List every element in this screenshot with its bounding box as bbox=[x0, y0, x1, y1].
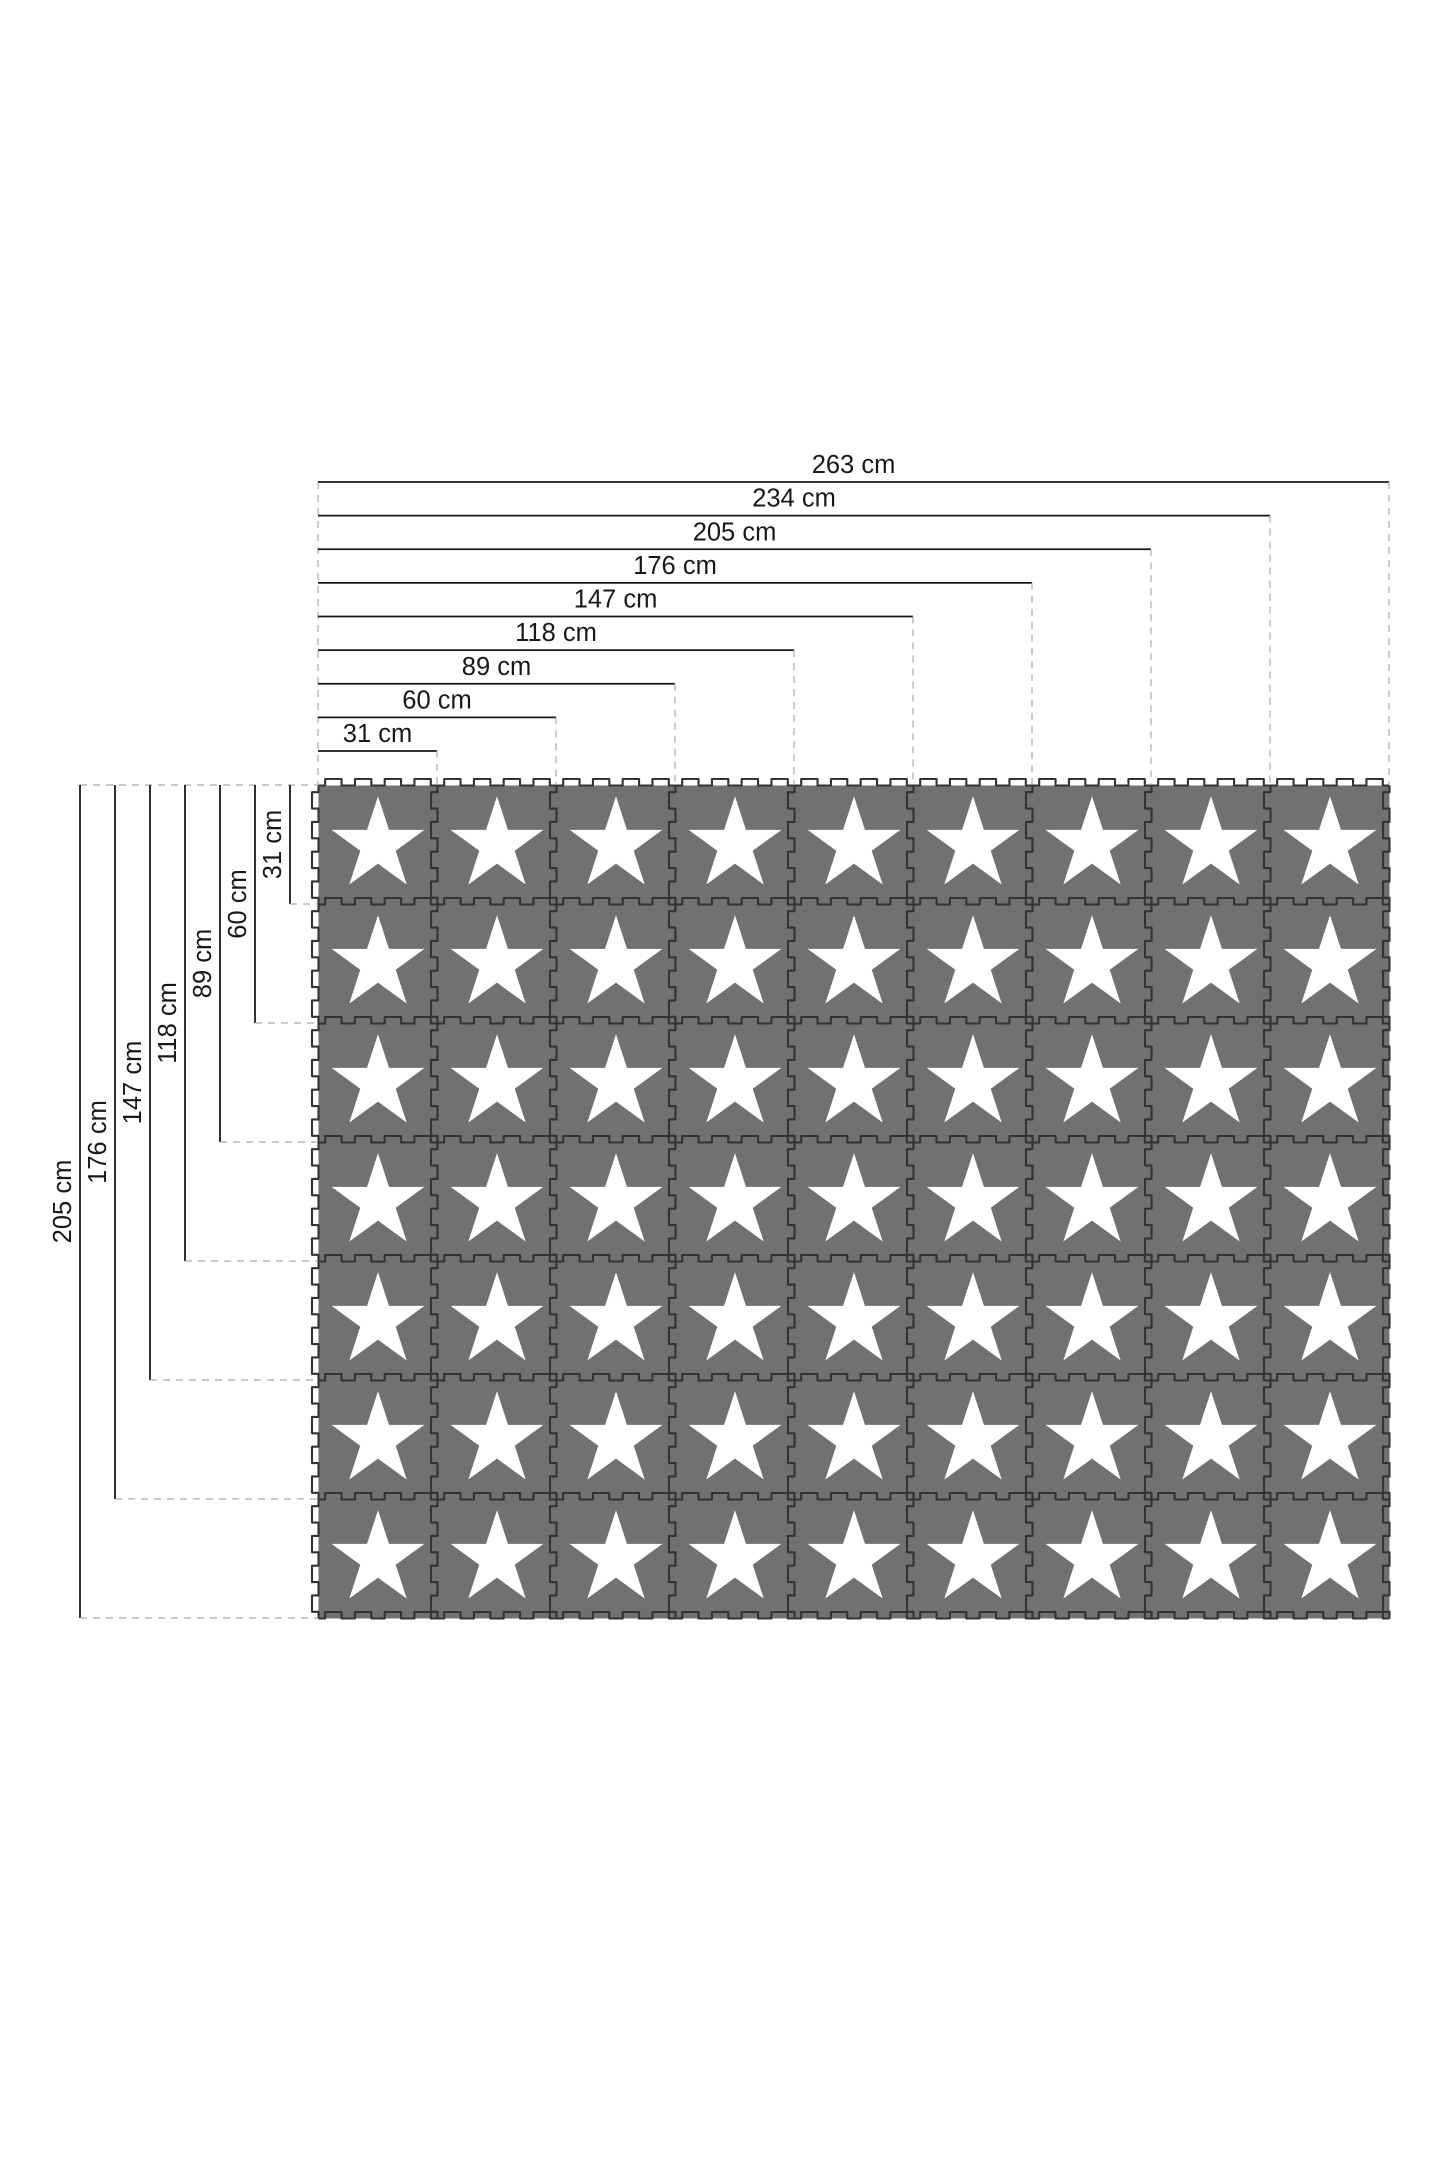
svg-text:60 cm: 60 cm bbox=[224, 869, 252, 938]
svg-text:118 cm: 118 cm bbox=[154, 982, 182, 1064]
svg-text:118 cm: 118 cm bbox=[515, 619, 597, 647]
svg-text:176 cm: 176 cm bbox=[84, 1100, 112, 1184]
svg-text:89 cm: 89 cm bbox=[462, 653, 531, 681]
svg-text:205 cm: 205 cm bbox=[693, 518, 777, 546]
svg-text:234 cm: 234 cm bbox=[752, 485, 836, 513]
svg-text:176 cm: 176 cm bbox=[633, 552, 717, 580]
svg-text:205 cm: 205 cm bbox=[49, 1160, 77, 1244]
svg-text:263 cm: 263 cm bbox=[812, 451, 896, 479]
svg-text:31 cm: 31 cm bbox=[343, 720, 412, 748]
svg-text:31 cm: 31 cm bbox=[259, 810, 287, 879]
svg-text:60 cm: 60 cm bbox=[402, 686, 471, 714]
svg-text:147 cm: 147 cm bbox=[574, 586, 658, 614]
svg-text:89 cm: 89 cm bbox=[189, 929, 217, 998]
svg-text:147 cm: 147 cm bbox=[119, 1041, 147, 1125]
